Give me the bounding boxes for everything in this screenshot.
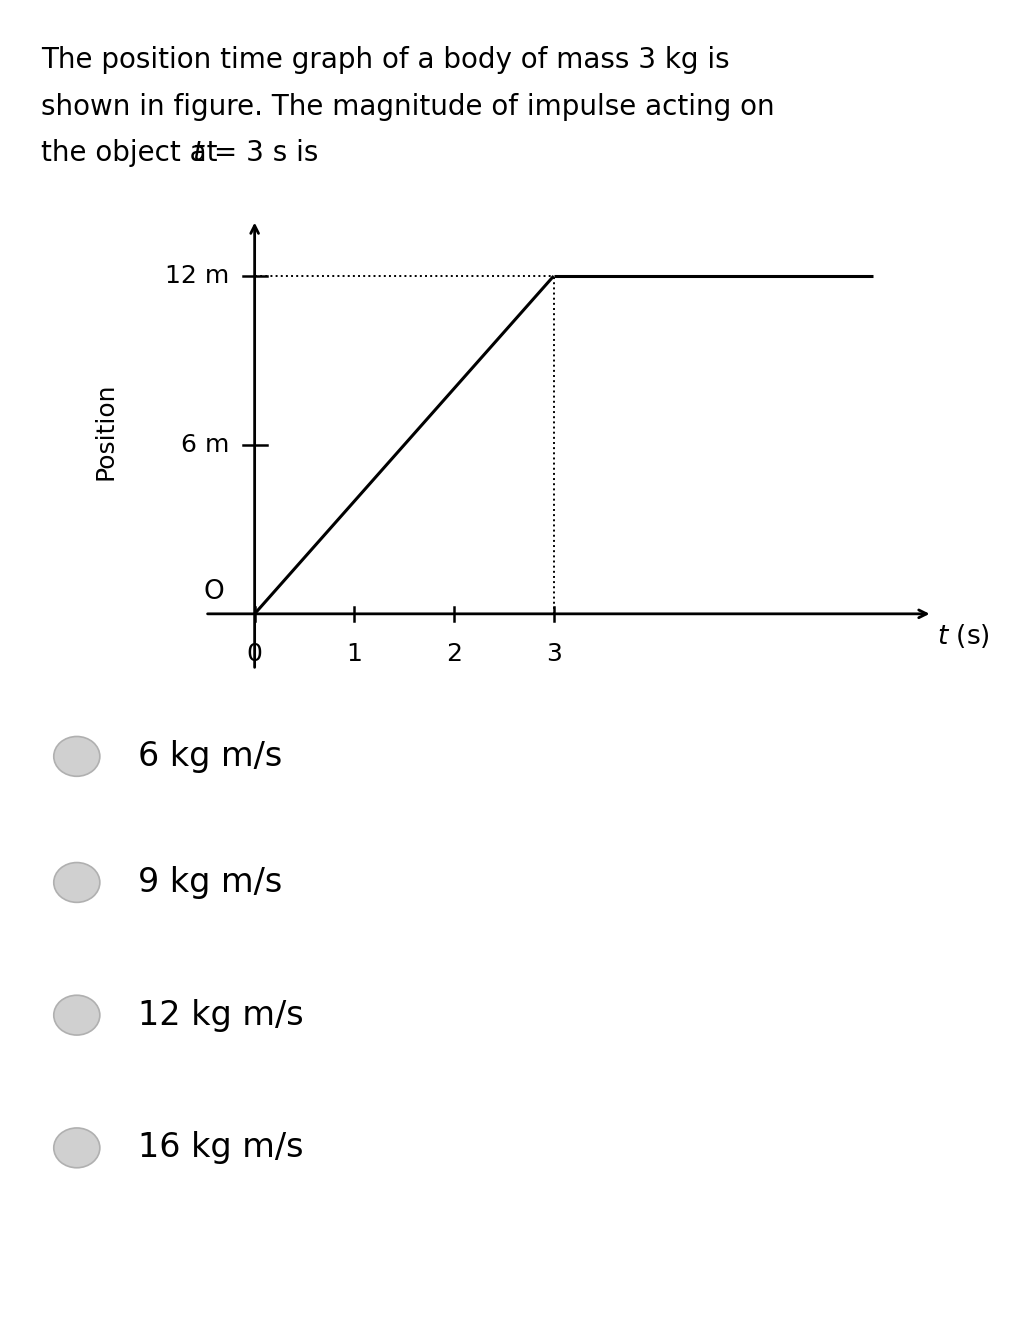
Text: 9 kg m/s: 9 kg m/s <box>138 867 283 898</box>
Text: the object at: the object at <box>41 139 226 167</box>
Text: Position: Position <box>93 382 117 479</box>
Text: shown in figure. The magnitude of impulse acting on: shown in figure. The magnitude of impuls… <box>41 93 774 121</box>
Text: 16 kg m/s: 16 kg m/s <box>138 1132 304 1164</box>
Text: $t$ (s): $t$ (s) <box>937 622 990 650</box>
Text: 1: 1 <box>346 642 362 666</box>
Text: 2: 2 <box>446 642 462 666</box>
Text: t: t <box>193 139 204 167</box>
Text: 12 m: 12 m <box>166 264 229 288</box>
Text: The position time graph of a body of mass 3 kg is: The position time graph of a body of mas… <box>41 46 729 74</box>
Text: O: O <box>204 580 224 605</box>
Text: 6 kg m/s: 6 kg m/s <box>138 740 283 772</box>
Text: = 3 s is: = 3 s is <box>205 139 318 167</box>
Text: 3: 3 <box>546 642 561 666</box>
Text: 0: 0 <box>247 642 262 666</box>
Text: 6 m: 6 m <box>181 433 229 456</box>
Text: 12 kg m/s: 12 kg m/s <box>138 999 304 1031</box>
